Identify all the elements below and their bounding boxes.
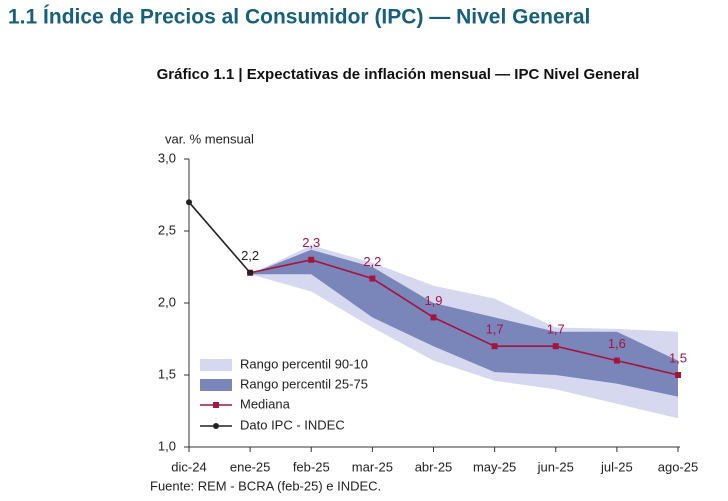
legend-marker bbox=[213, 402, 219, 408]
y-tick-label: 1,5 bbox=[158, 366, 176, 381]
data-label: 1,7 bbox=[547, 322, 565, 337]
x-tick-label: mar-25 bbox=[352, 459, 393, 474]
data-label: 2,2 bbox=[363, 254, 381, 269]
point bbox=[613, 357, 620, 364]
x-tick-label: ago-25 bbox=[658, 459, 698, 474]
page-header: 1.1 Índice de Precios al Consumidor (IPC… bbox=[8, 6, 590, 29]
y-tick-label: 1,0 bbox=[158, 438, 176, 453]
x-tick-label: feb-25 bbox=[293, 459, 330, 474]
x-tick-label: jul-25 bbox=[600, 459, 633, 474]
legend-marker bbox=[213, 423, 219, 429]
legend-swatch bbox=[200, 359, 232, 371]
band-area bbox=[250, 249, 678, 397]
x-tick-label: abr-25 bbox=[415, 459, 453, 474]
point bbox=[675, 372, 681, 378]
data-label: 1,5 bbox=[669, 350, 687, 365]
point bbox=[186, 199, 192, 206]
point bbox=[491, 343, 498, 350]
legend-label: Rango percentil 25-75 bbox=[240, 376, 368, 391]
point bbox=[369, 275, 376, 282]
series-line bbox=[188, 201, 251, 274]
legend-label: Rango percentil 90-10 bbox=[240, 356, 368, 371]
chart-title: Gráfico 1.1 | Expectativas de inflación … bbox=[157, 66, 640, 83]
x-tick-label: may-25 bbox=[473, 459, 516, 474]
data-label: 1,6 bbox=[608, 336, 626, 351]
legend-label: Mediana bbox=[240, 396, 291, 411]
point bbox=[552, 343, 559, 350]
y-tick-label: 2,5 bbox=[158, 222, 176, 237]
y-tick-label: 2,0 bbox=[158, 294, 176, 309]
y-tick-label: 3,0 bbox=[158, 150, 176, 165]
x-tick-label: dic-24 bbox=[171, 459, 206, 474]
point bbox=[308, 256, 315, 263]
point bbox=[430, 314, 437, 321]
x-tick-label: jun-25 bbox=[537, 459, 574, 474]
y-axis-label: var. % mensual bbox=[165, 131, 254, 146]
source: Fuente: REM - BCRA (feb-25) e INDEC. bbox=[150, 478, 381, 493]
data-label: 1,7 bbox=[486, 322, 504, 337]
legend-swatch bbox=[200, 379, 232, 391]
data-label: 1,9 bbox=[424, 293, 442, 308]
legend-label: Dato IPC - INDEC bbox=[240, 417, 345, 432]
data-label: 2,2 bbox=[241, 248, 259, 263]
data-label: 2,3 bbox=[302, 235, 320, 250]
series-line bbox=[249, 258, 679, 376]
point bbox=[247, 269, 254, 276]
x-tick-label: ene-25 bbox=[230, 459, 270, 474]
